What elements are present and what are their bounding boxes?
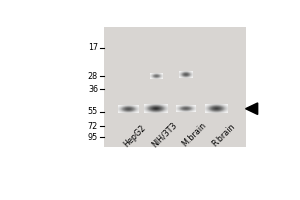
Bar [104,27,246,147]
Text: HepG2: HepG2 [122,123,148,149]
Text: NIH/3T3: NIH/3T3 [150,120,178,149]
Polygon shape [246,103,258,114]
Text: 72: 72 [88,122,98,131]
Text: R.brain: R.brain [210,122,237,149]
Text: 17: 17 [88,43,98,52]
Text: 95: 95 [88,133,98,142]
Text: 28: 28 [88,72,98,81]
Text: 55: 55 [88,107,98,116]
Text: 36: 36 [88,85,98,94]
Text: M.brain: M.brain [180,121,208,149]
